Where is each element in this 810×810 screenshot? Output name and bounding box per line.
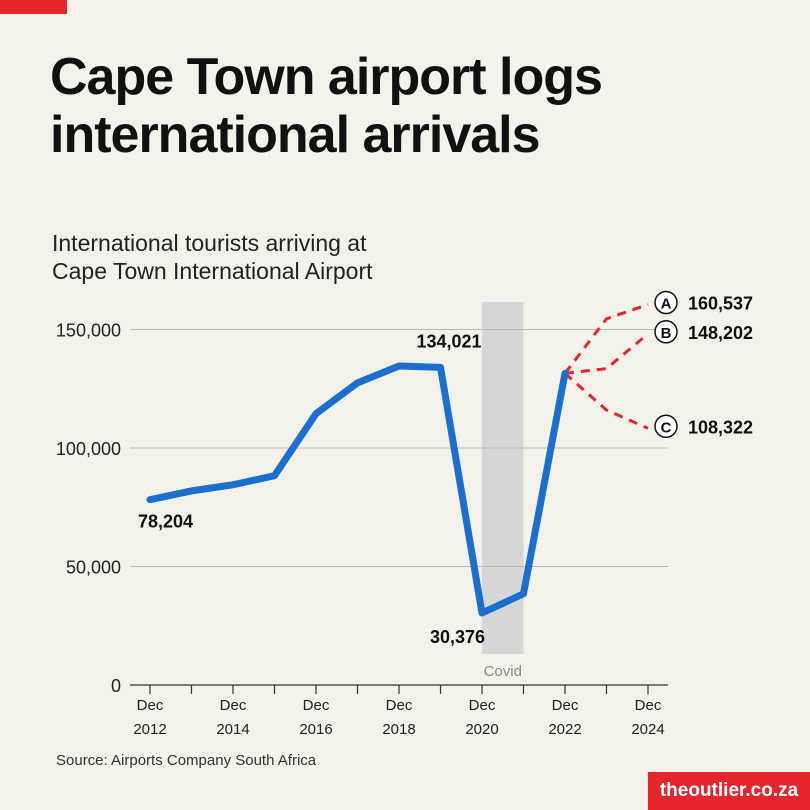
- x-tick-label-month: Dec: [469, 697, 496, 714]
- y-tick-label: 150,000: [56, 321, 121, 341]
- title-line-2: international arrivals: [50, 106, 541, 164]
- data-label: 78,204: [138, 512, 193, 532]
- x-tick-label-year: 2024: [631, 721, 664, 738]
- x-tick-label-month: Dec: [635, 697, 662, 714]
- scenario-letter-b: B: [661, 325, 672, 342]
- brand-link[interactable]: theoutlier.co.za: [648, 772, 810, 810]
- x-tick-label-year: 2016: [299, 721, 332, 738]
- scenario-marker-b: [654, 320, 678, 344]
- scenario-line-c: [564, 372, 649, 430]
- main-series-line: [146, 362, 569, 617]
- x-tick-label-year: 2014: [216, 721, 249, 738]
- x-tick-label-month: Dec: [552, 697, 579, 714]
- x-tick-label-month: Dec: [220, 697, 247, 714]
- data-label: 30,376: [430, 627, 485, 647]
- source-note: Source: Airports Company South Africa: [56, 752, 317, 769]
- scenario-value-b: 148,202: [688, 323, 753, 343]
- scenario-line-a: [563, 303, 649, 375]
- chart-subtitle: International tourists arriving at Cape …: [52, 229, 373, 285]
- covid-label: Covid: [484, 663, 522, 680]
- scenario-marker-c: [654, 414, 678, 439]
- y-tick-label: 0: [111, 676, 121, 696]
- y-tick-label: 100,000: [56, 439, 121, 459]
- x-tick-label-month: Dec: [303, 697, 330, 714]
- scenario-marker-a: [654, 290, 678, 315]
- scenario-value-c: 108,322: [688, 417, 753, 437]
- scenario-line-b: [564, 332, 649, 375]
- brand-accent-bar: [0, 0, 67, 14]
- title-line-1: Cape Town airport logs: [50, 48, 603, 106]
- scenario-value-a: 160,537: [688, 294, 753, 314]
- x-tick-label-month: Dec: [137, 697, 164, 714]
- scenario-letter-a: A: [661, 296, 672, 313]
- scenario-letter-c: C: [661, 419, 672, 436]
- y-tick-label: 50,000: [66, 558, 121, 578]
- x-tick-label-year: 2022: [548, 721, 581, 738]
- x-tick-label-year: 2018: [382, 721, 415, 738]
- x-tick-label-year: 2020: [465, 721, 498, 738]
- subtitle-line-2: Cape Town International Airport: [52, 258, 373, 284]
- x-tick-label-month: Dec: [386, 697, 413, 714]
- page-title: Cape Town airport logs international arr…: [50, 48, 770, 164]
- subtitle-line-1: International tourists arriving at: [52, 230, 367, 256]
- data-label: 134,021: [417, 331, 482, 351]
- x-tick-label-year: 2012: [133, 721, 166, 738]
